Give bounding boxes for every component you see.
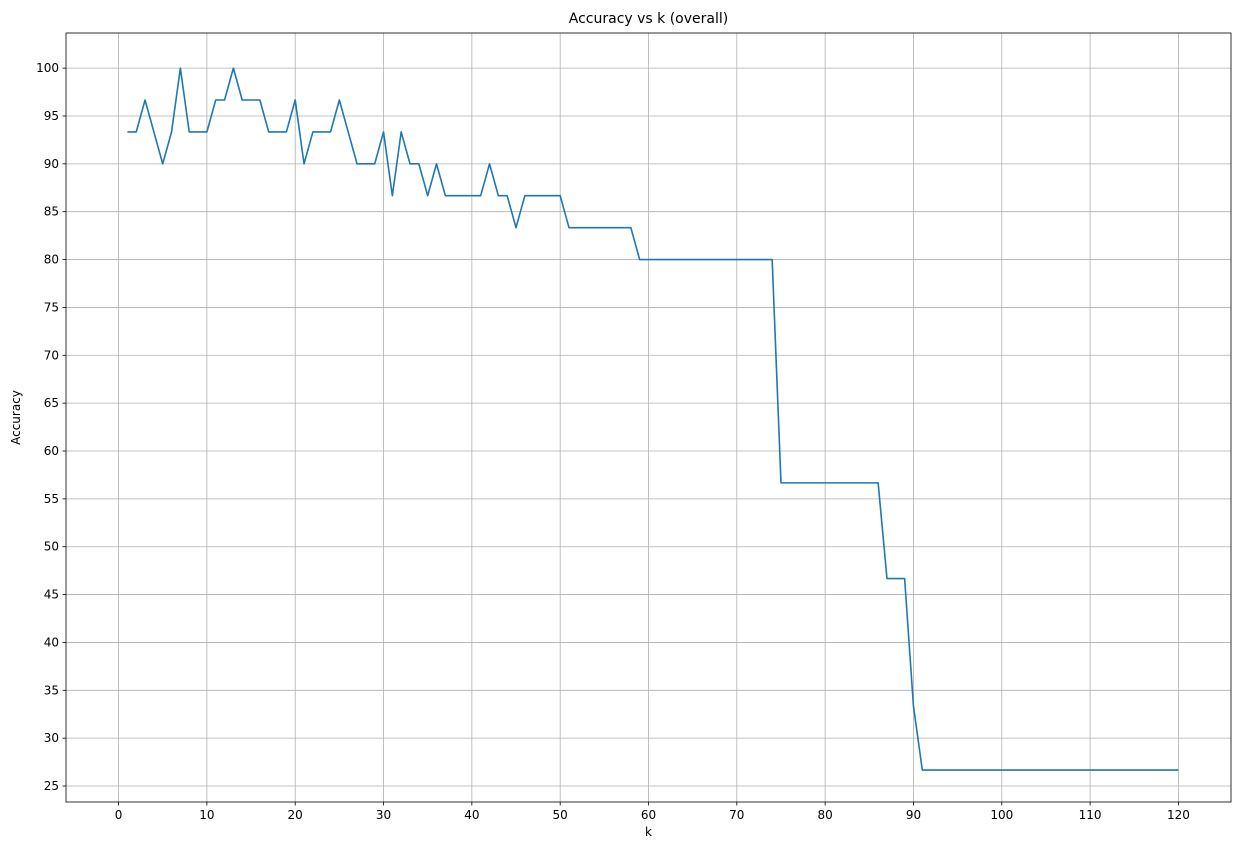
y-tick-label: 50 [44, 540, 59, 554]
x-tick-label: 40 [464, 808, 479, 822]
y-tick-label: 90 [44, 157, 59, 171]
y-tick-label: 95 [44, 109, 59, 123]
x-tick-label: 0 [115, 808, 123, 822]
x-tick-label: 60 [641, 808, 656, 822]
chart-title: Accuracy vs k (overall) [569, 11, 728, 27]
x-tick-label: 120 [1167, 808, 1190, 822]
y-tick-label: 100 [36, 61, 59, 75]
x-tick-label: 20 [288, 808, 303, 822]
x-tick-label: 100 [990, 808, 1013, 822]
y-tick-label: 40 [44, 635, 59, 649]
y-tick-label: 70 [44, 348, 59, 362]
y-tick-label: 30 [44, 731, 59, 745]
series-layer [127, 67, 1179, 771]
x-tick-label: 30 [376, 808, 391, 822]
x-axis-ticks: 0 10 20 30 40 50 60 70 80 90 100 110 120 [115, 802, 1190, 822]
y-tick-label: 55 [44, 492, 59, 506]
y-tick-label: 25 [44, 779, 59, 793]
x-tick-label: 80 [818, 808, 833, 822]
y-tick-label: 85 [44, 205, 59, 219]
x-axis-label: k [645, 825, 652, 839]
y-axis-label: Accuracy [9, 390, 23, 445]
y-axis-ticks: 25 30 35 40 45 50 55 60 65 70 75 80 85 90 95 100 [36, 61, 66, 793]
series-line [127, 67, 1179, 771]
x-tick-label: 10 [199, 808, 214, 822]
y-tick-label: 60 [44, 444, 59, 458]
y-tick-label: 35 [44, 683, 59, 697]
x-tick-label: 50 [553, 808, 568, 822]
x-tick-label: 90 [906, 808, 921, 822]
x-tick-label: 110 [1079, 808, 1102, 822]
y-tick-label: 45 [44, 588, 59, 602]
y-tick-label: 75 [44, 300, 59, 314]
x-tick-label: 70 [729, 808, 744, 822]
y-tick-label: 80 [44, 253, 59, 267]
y-tick-label: 65 [44, 396, 59, 410]
